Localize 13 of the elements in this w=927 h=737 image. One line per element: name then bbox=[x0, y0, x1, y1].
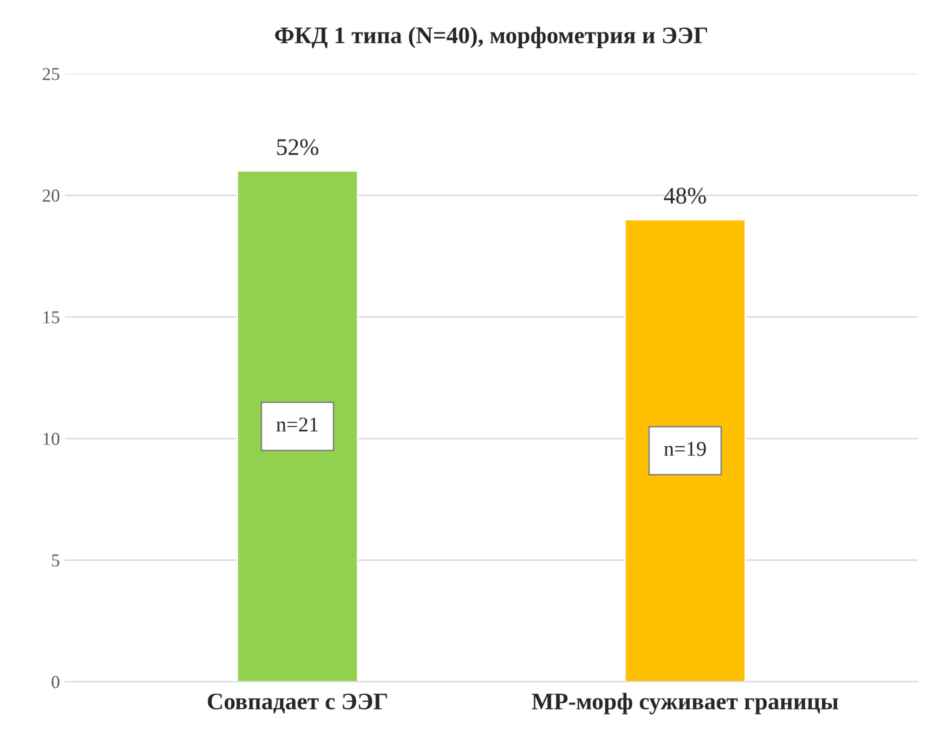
annotation: 52% bbox=[277, 139, 318, 156]
x-tick-label: Совпадает с ЭЭГ bbox=[208, 694, 387, 714]
y-tick-label: 5 bbox=[52, 554, 60, 567]
annotation: 48% bbox=[664, 188, 706, 204]
y-tick-label: 15 bbox=[44, 311, 60, 324]
y-tick-label: 20 bbox=[42, 190, 60, 202]
data-label: n=21 bbox=[276, 418, 318, 432]
y-tick-label: 25 bbox=[42, 68, 60, 80]
y-tick-label: 0 bbox=[52, 676, 60, 688]
y-tick-label: 10 bbox=[44, 432, 60, 445]
x-tick-label: МР-морф суживает границы bbox=[532, 692, 838, 714]
chart-title: ФКД 1 типа (N=40), морфометрия и ЭЭГ bbox=[275, 26, 708, 48]
data-label: n=19 bbox=[664, 442, 706, 456]
